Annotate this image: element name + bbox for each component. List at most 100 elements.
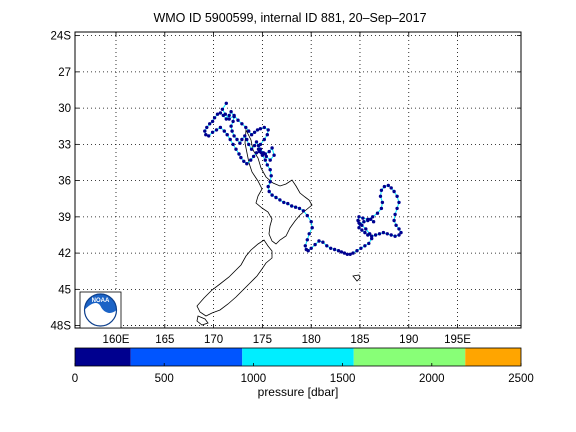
lat-tick-label: 33 (58, 139, 71, 151)
lon-tick-label: 185 (350, 334, 369, 346)
lat-tick-label: 48S (51, 321, 72, 333)
trajectory-point (393, 234, 397, 238)
trajectory-point (397, 233, 401, 237)
trajectory-point (247, 129, 251, 133)
trajectory-point (264, 154, 268, 159)
noaa-logo-text: NOAA (92, 298, 110, 304)
trajectory-point (267, 149, 271, 154)
colorbar-bins (75, 348, 521, 366)
trajectory-point (262, 125, 266, 130)
colorbar-bin (242, 348, 354, 366)
trajectory-point (303, 244, 307, 248)
trajectory-point (266, 128, 270, 132)
trajectory-point (336, 249, 341, 253)
trajectory-point (268, 180, 272, 184)
trajectory-point (258, 127, 263, 131)
trajectory-point (377, 232, 382, 236)
trajectory-point (306, 249, 310, 253)
trajectory-point (203, 129, 207, 133)
trajectory-point (272, 153, 276, 157)
trajectory-point (345, 252, 349, 256)
trajectory-point (224, 117, 228, 121)
trajectory-point (263, 158, 267, 162)
north-island-outline (244, 128, 313, 245)
trajectory-point (269, 174, 273, 178)
trajectory-point (310, 226, 314, 230)
colorbar-bin (75, 348, 131, 366)
south-island-outline (196, 239, 273, 317)
trajectory-point (305, 213, 309, 218)
trajectory-point (367, 241, 371, 246)
trajectory-point (252, 130, 257, 134)
trajectory-point (305, 238, 309, 242)
trajectory-point (229, 110, 233, 114)
chart-title: WMO ID 5900599, internal ID 881, 20–Sep–… (153, 11, 426, 25)
trajectory-point (307, 232, 311, 236)
trajectory-point (360, 228, 364, 232)
lon-tick-label: 160E (103, 334, 130, 346)
trajectory-point (242, 159, 246, 163)
trajectory-point (237, 152, 241, 156)
trajectory-point (363, 244, 367, 248)
trajectory-point (392, 189, 396, 194)
trajectory-point (363, 230, 367, 235)
trajectory-point (208, 122, 212, 126)
trajectory-point (309, 246, 313, 250)
lat-tick-label: 45 (58, 284, 71, 296)
trajectory-point (240, 122, 244, 126)
trajectory-point (251, 154, 256, 159)
trajectory-point (244, 125, 248, 130)
pressure-colorbar: 0 500 1000 1500 2000 2500 pressure [dbar] (72, 347, 534, 399)
trajectory-point (270, 193, 274, 197)
trajectory-point (325, 244, 329, 248)
trajectory-point (357, 226, 361, 230)
lon-tick-label: 180 (302, 334, 321, 346)
trajectory-point (399, 230, 403, 235)
trajectory-point (375, 211, 380, 215)
trajectory-point (379, 188, 384, 192)
trajectory-point (394, 223, 398, 227)
trajectory-point (205, 125, 209, 130)
trajectory-point (309, 220, 313, 224)
trajectory-point (359, 246, 363, 250)
trajectory-point (381, 230, 386, 235)
trajectory-point (266, 184, 270, 189)
trajectory-point (339, 250, 344, 254)
trajectory-point (225, 133, 229, 137)
colorbar-tick-label: 500 (155, 373, 174, 385)
colorbar-bin (353, 348, 466, 366)
trajectory-point (395, 206, 399, 211)
trajectory-point (358, 222, 362, 226)
new-zealand-coastline (196, 128, 361, 326)
trajectory-point (222, 129, 226, 133)
trajectory-point (265, 163, 269, 167)
trajectory-point (231, 142, 235, 147)
trajectory-point (215, 112, 220, 116)
trajectory-point (232, 114, 236, 119)
trajectory-point (228, 137, 232, 142)
trajectory-point (245, 137, 249, 142)
colorbar-tick-label: 0 (72, 373, 78, 385)
trajectory-point (218, 125, 223, 130)
trajectory-point (243, 134, 247, 138)
trajectory-point (278, 198, 282, 202)
trajectory-point (218, 111, 223, 115)
trajectory-point (249, 133, 254, 137)
trajectory-point (229, 124, 233, 128)
trajectory-point (210, 119, 215, 124)
trajectory-point (317, 239, 321, 243)
trajectory-point (389, 233, 393, 237)
trajectory-point (238, 141, 242, 145)
trajectory-point (210, 130, 215, 134)
trajectory-point (224, 101, 228, 106)
trajectory-point (366, 233, 370, 237)
trajectory-point (321, 240, 325, 244)
trajectory-point (257, 149, 262, 154)
float-trajectory (203, 101, 403, 256)
trajectory-point (247, 142, 251, 147)
trajectory-point (265, 133, 269, 137)
trajectory-point (342, 251, 347, 255)
trajectory-point (239, 155, 243, 160)
trajectory-point (348, 252, 352, 256)
trajectory-point (313, 242, 317, 247)
